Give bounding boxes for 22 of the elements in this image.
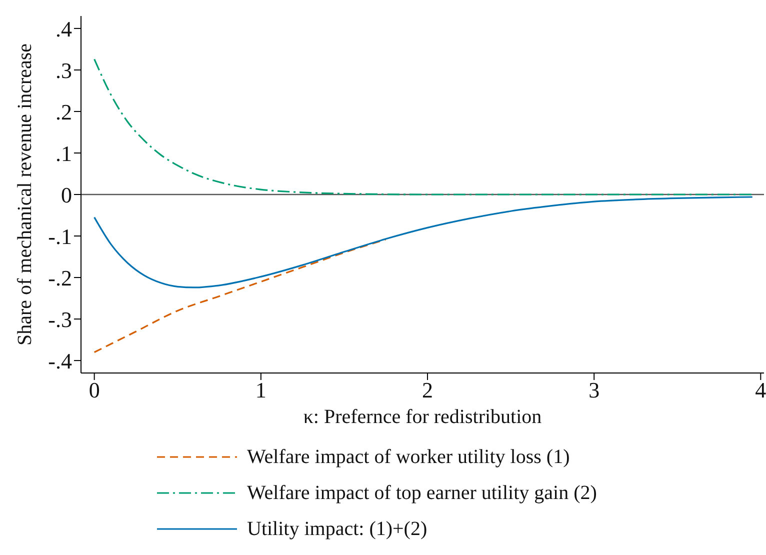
x-axis-title: κ: Prefernce for redistribution xyxy=(303,406,542,428)
x-tick-label: 1 xyxy=(255,378,266,403)
y-tick-label: -.4 xyxy=(48,348,72,374)
legend-label: Welfare impact of top earner utility gain (2) xyxy=(247,482,597,504)
line-series xyxy=(94,58,754,196)
y-tick-label: -.2 xyxy=(48,265,72,290)
y-tick-label: .1 xyxy=(56,140,72,166)
x-tick-label: 0 xyxy=(88,378,100,403)
x-tick-label: 3 xyxy=(588,378,600,403)
y-tick-label: -.1 xyxy=(48,224,72,249)
y-tick-label: -.3 xyxy=(48,306,72,332)
y-tick-label: .2 xyxy=(56,99,72,124)
line-series xyxy=(94,238,387,354)
y-axis-title: Share of mechanical revenue increase xyxy=(14,43,36,346)
x-tick-label: 2 xyxy=(422,378,433,403)
y-tick-label: .3 xyxy=(56,58,72,83)
legend-label: Utility impact: (1)+(2) xyxy=(247,518,428,540)
line-series xyxy=(94,196,754,288)
legend-label: Welfare impact of worker utility loss (1) xyxy=(247,446,570,468)
y-tick-label: 0 xyxy=(61,182,72,208)
x-tick-label: 4 xyxy=(755,378,766,403)
y-tick-label: .4 xyxy=(56,16,72,42)
